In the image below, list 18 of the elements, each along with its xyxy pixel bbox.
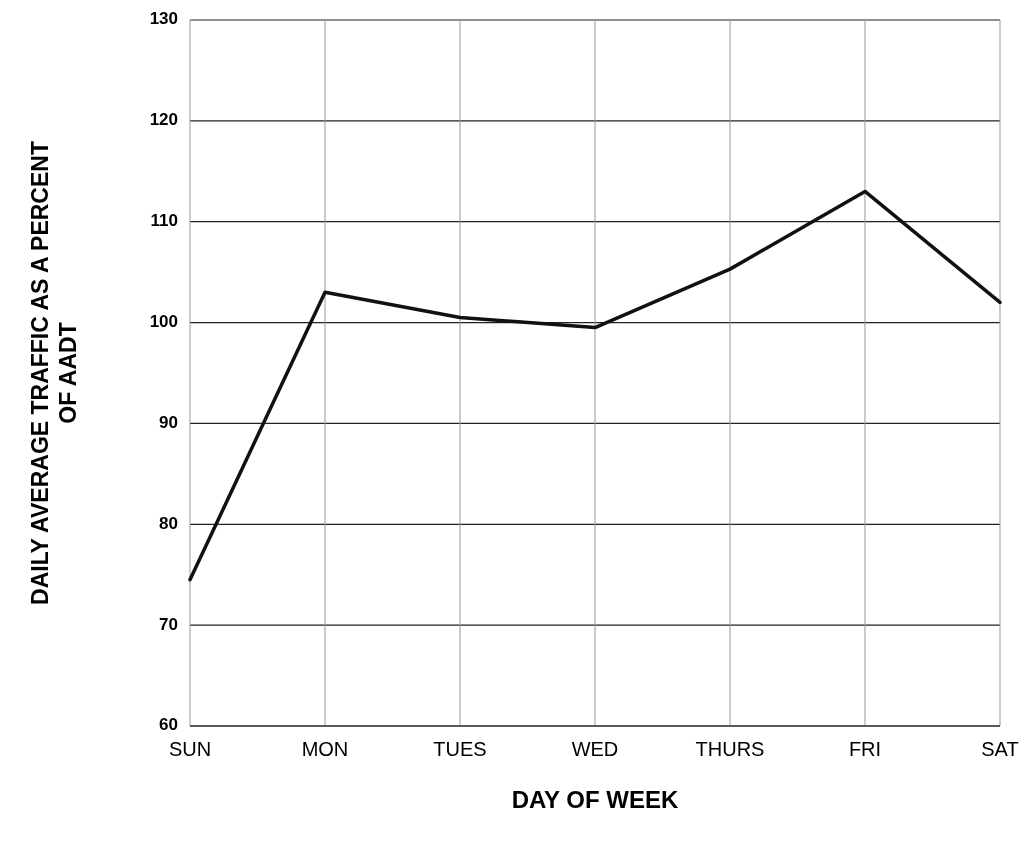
y-tick-label: 90 [159, 412, 178, 432]
line-series [188, 189, 1002, 582]
y-tick-label: 100 [149, 312, 178, 332]
y-tick-label: 120 [149, 110, 178, 130]
y-tick-label: 80 [159, 513, 178, 533]
y-tick-label: 60 [159, 715, 178, 735]
y-tick-label: 110 [150, 211, 178, 231]
x-tick-label: MON [301, 738, 349, 760]
x-tick-label: SAT [981, 738, 1019, 760]
y-tick-label: 130 [149, 9, 178, 29]
y-axis-title: DAILY AVERAGE TRAFFIC AS A PERCENT OF AADT [27, 141, 81, 605]
x-tick-label: FRI [848, 738, 882, 760]
x-tick-label: TUES [433, 738, 487, 760]
x-tick-label: WED [571, 738, 619, 760]
x-axis-title: DAY OF WEEK [511, 786, 680, 813]
x-tick-label: SUN [168, 738, 212, 760]
y-tick-label: 70 [159, 614, 178, 634]
x-tick-label: THURS [695, 738, 765, 760]
